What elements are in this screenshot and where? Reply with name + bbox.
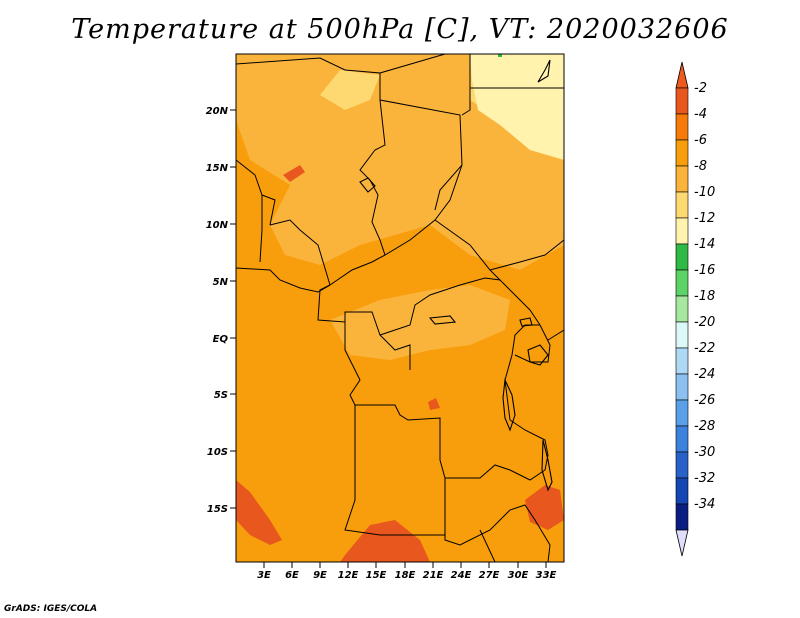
lat-label-5s: 5S (214, 390, 228, 401)
colorbar-box (675, 321, 689, 349)
colorbar-label: -16 (694, 263, 715, 278)
border-uganda-kenya (514, 324, 551, 363)
lon-label-3e: 3E (257, 570, 271, 581)
border-egypt-libya (461, 54, 471, 116)
colorbar-top-arrow (675, 61, 689, 89)
lon-label-27e: 27E (479, 570, 500, 581)
lon-label-30e: 30E (508, 570, 529, 581)
map-title: Temperature at 500hPa [C], VT: 202003260… (71, 14, 729, 45)
temp-band-red-sw (236, 480, 282, 545)
temp-band-green-speck (498, 54, 502, 57)
lon-label-6e: 6E (285, 570, 299, 581)
border-kenya (547, 329, 564, 341)
border-south-sudan (489, 239, 564, 271)
temp-band-yellow-patch (320, 70, 380, 110)
colorbar-box (675, 373, 689, 401)
border-zambia (444, 478, 511, 546)
colorbar-box (675, 113, 689, 141)
temp-band-red-speck-2 (428, 398, 440, 410)
border-car-sudan (434, 219, 501, 281)
lat-label-15n: 15N (206, 163, 229, 174)
border-angola-namibia (344, 405, 445, 536)
lon-label-24e: 24E (451, 570, 472, 581)
lat-label-eq: EQ (213, 334, 229, 345)
colorbar-box (675, 503, 689, 531)
colorbar-label: -2 (694, 81, 707, 96)
lon-label-33e: 33E (536, 570, 557, 581)
lake-mai-ndombe (428, 315, 457, 325)
lon-label-18e: 18E (395, 570, 416, 581)
colorbar: -2 -4 -6 -8 -10 -12 -14 -16 -18 -20 -22 -24 -26 -28 -3… (675, 61, 715, 557)
border-cameroon-car-drc (317, 277, 541, 336)
colorbar-box (675, 217, 689, 245)
colorbar-box (675, 399, 689, 427)
lakes (359, 59, 553, 492)
lat-label-15s: 15S (207, 504, 228, 515)
colorbar-box (675, 451, 689, 479)
colorbar-label: -8 (694, 159, 707, 174)
colorbar-label: -30 (694, 445, 715, 460)
temp-band-light-orange-north (236, 54, 564, 270)
map-frame (235, 53, 565, 563)
colorbar-label: -6 (694, 133, 707, 148)
grads-credit: GrADS: IGES/COLA (4, 604, 98, 614)
colorbar-box (675, 191, 689, 219)
lat-label-20n: 20N (206, 106, 229, 117)
country-borders (236, 54, 564, 562)
colorbar-bottom-arrow (675, 529, 689, 557)
colorbar-label: -28 (694, 419, 715, 434)
colorbar-label: -18 (694, 289, 715, 304)
lon-axis: 3E 6E 9E 12E 15E 18E 21E 24E 27E 30E 33E (257, 562, 557, 581)
lat-axis: 20N 15N 10N 5N EQ 5S 10S 15S (206, 106, 236, 515)
colorbar-box (675, 295, 689, 323)
border-congo (379, 334, 411, 370)
lon-label-15e: 15E (366, 570, 387, 581)
lat-label-10n: 10N (206, 220, 229, 231)
lake-tanganyika (502, 377, 516, 432)
temperature-field (236, 54, 564, 562)
temp-band-light-orange-congo (330, 285, 510, 360)
colorbar-label: -4 (694, 107, 707, 122)
lat-label-5n: 5N (213, 277, 229, 288)
lat-label-10s: 10S (207, 447, 228, 458)
temp-band-red-south (340, 520, 430, 562)
colorbar-label: -10 (694, 185, 715, 200)
lake-malawi (541, 439, 553, 492)
colorbar-label: -12 (694, 211, 715, 226)
colorbar-box (675, 269, 689, 297)
colorbar-label: -24 (694, 367, 715, 382)
lake-albert (519, 317, 533, 327)
colorbar-box (675, 347, 689, 375)
lake-chad (359, 177, 376, 193)
temp-band-red-speck (283, 165, 305, 182)
border-drc-angola (344, 322, 511, 479)
colorbar-label: -34 (694, 497, 715, 512)
colorbar-label: -26 (694, 393, 715, 408)
colorbar-label: -22 (694, 341, 715, 356)
colorbar-label: -20 (694, 315, 715, 330)
lon-label-21e: 21E (423, 570, 444, 581)
lon-label-12e: 12E (338, 570, 359, 581)
lon-label-9e: 9E (313, 570, 327, 581)
lake-nasser (537, 59, 551, 83)
colorbar-box (675, 243, 689, 271)
border-benin (259, 195, 263, 263)
border-libya (379, 54, 446, 74)
colorbar-box (675, 165, 689, 193)
border-mozambique (509, 504, 551, 562)
colorbar-box (675, 477, 689, 505)
colorbar-box (675, 425, 689, 453)
border-zimbabwe (479, 529, 496, 562)
border-mali-niger (236, 57, 386, 293)
colorbar-label: -32 (694, 471, 715, 486)
border-nigeria-cameroon (269, 219, 331, 286)
colorbar-label: -14 (694, 237, 715, 252)
colorbar-box (675, 87, 689, 115)
border-coast-gulf (317, 284, 331, 293)
colorbar-box (675, 139, 689, 167)
lake-victoria (527, 344, 549, 366)
